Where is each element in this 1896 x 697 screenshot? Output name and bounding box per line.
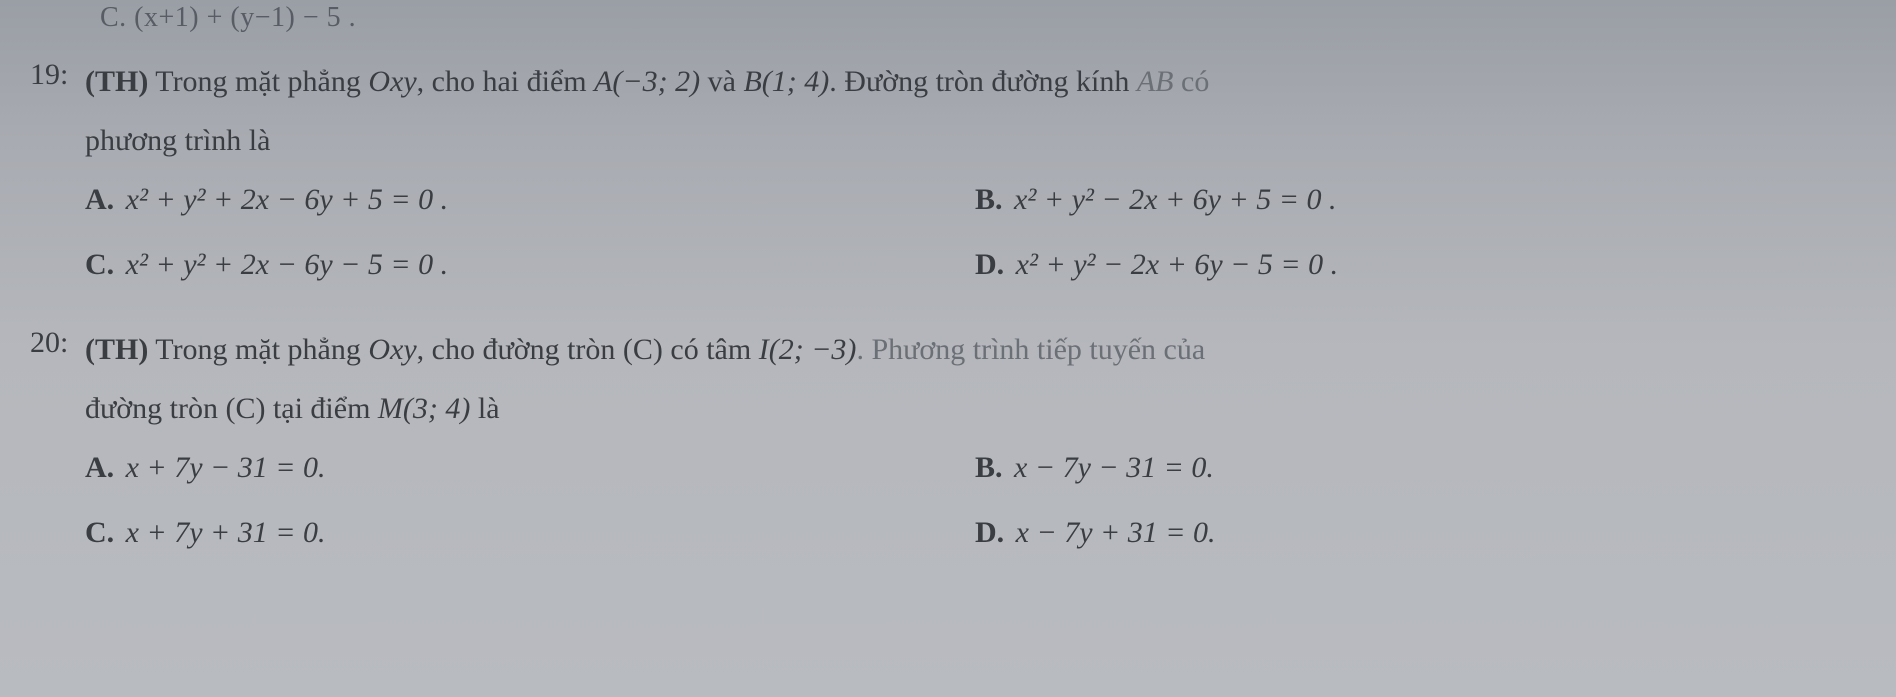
q20-option-D: D. x − 7y + 31 = 0.: [975, 507, 1805, 558]
q19-option-A: A. x² + y² + 2x − 6y + 5 = 0 .: [85, 174, 915, 225]
q19-optB-letter: B.: [975, 183, 1003, 216]
q20-stem-l2b: là: [470, 392, 499, 425]
q19-optA-letter: A.: [85, 183, 114, 216]
q19-stem-p4: có: [1174, 65, 1210, 98]
q20-stem-p1: Trong mặt phẳng: [155, 333, 368, 366]
q19-ab: AB: [1137, 65, 1174, 98]
q20-optB-letter: B.: [975, 451, 1003, 484]
question-19-number: 19:: [30, 56, 85, 92]
q19-optC-letter: C.: [85, 248, 114, 281]
question-19-stem: (TH) Trong mặt phẳng Oxy, cho hai điểm A…: [85, 56, 1866, 107]
q20-stem-p3: . Phương trình tiếp tuyến của: [856, 333, 1205, 366]
q20-optD-letter: D.: [975, 516, 1004, 549]
question-20-body: (TH) Trong mặt phẳng Oxy, cho đường tròn…: [85, 324, 1866, 558]
q20-optB-text: x − 7y − 31 = 0.: [1014, 451, 1214, 484]
q20-option-C: C. x + 7y + 31 = 0.: [85, 507, 915, 558]
question-19: 19: (TH) Trong mặt phẳng Oxy, cho hai đi…: [30, 56, 1866, 290]
q19-stem-p1: Trong mặt phẳng: [155, 65, 368, 98]
q20-optC-letter: C.: [85, 516, 114, 549]
q19-stem-p2: , cho hai điểm: [417, 65, 594, 98]
q20-option-B: B. x − 7y − 31 = 0.: [975, 442, 1805, 493]
question-20-options: A. x + 7y − 31 = 0. B. x − 7y − 31 = 0. …: [85, 442, 1805, 558]
q19-optD-letter: D.: [975, 248, 1004, 281]
question-20-number: 20:: [30, 324, 85, 360]
q19-option-B: B. x² + y² − 2x + 6y + 5 = 0 .: [975, 174, 1805, 225]
q19-option-C: C. x² + y² + 2x − 6y − 5 = 0 .: [85, 239, 915, 290]
q19-stem-p3: . Đường tròn đường kính: [829, 65, 1137, 98]
q20-optD-text: x − 7y + 31 = 0.: [1016, 516, 1216, 549]
q19-optC-text: x² + y² + 2x − 6y − 5 = 0 .: [126, 248, 448, 281]
q19-pointA: A(−3; 2): [594, 65, 700, 98]
q20-oxy: Oxy: [368, 333, 416, 366]
q19-optB-text: x² + y² − 2x + 6y + 5 = 0 .: [1014, 183, 1336, 216]
q19-and: và: [700, 65, 743, 98]
question-19-body: (TH) Trong mặt phẳng Oxy, cho hai điểm A…: [85, 56, 1866, 290]
question-19-stem-line2: phương trình là: [85, 115, 1866, 166]
q19-optA-text: x² + y² + 2x − 6y + 5 = 0 .: [126, 183, 448, 216]
question-20-tag: (TH): [85, 333, 148, 366]
question-19-tag: (TH): [85, 65, 148, 98]
q20-optA-letter: A.: [85, 451, 114, 484]
q19-option-D: D. x² + y² − 2x + 6y − 5 = 0 .: [975, 239, 1805, 290]
q20-stem-p2: , cho đường tròn (C) có tâm: [417, 333, 759, 366]
q20-pointI: I(2; −3): [759, 333, 857, 366]
q19-oxy: Oxy: [368, 65, 416, 98]
partial-cut-line: C. (x+1) + (y−1) − 5 .: [30, 0, 1866, 34]
q19-pointB: B(1; 4): [743, 65, 829, 98]
q20-pointM: M(3; 4): [378, 392, 470, 425]
q20-optC-text: x + 7y + 31 = 0.: [126, 516, 326, 549]
question-20: 20: (TH) Trong mặt phẳng Oxy, cho đường …: [30, 324, 1866, 558]
q19-optD-text: x² + y² − 2x + 6y − 5 = 0 .: [1016, 248, 1338, 281]
q20-stem-l2a: đường tròn (C) tại điểm: [85, 392, 378, 425]
q20-optA-text: x + 7y − 31 = 0.: [126, 451, 326, 484]
question-20-stem: (TH) Trong mặt phẳng Oxy, cho đường tròn…: [85, 324, 1866, 375]
question-19-options: A. x² + y² + 2x − 6y + 5 = 0 . B. x² + y…: [85, 174, 1805, 290]
question-20-stem-line2: đường tròn (C) tại điểm M(3; 4) là: [85, 383, 1866, 434]
q20-option-A: A. x + 7y − 31 = 0.: [85, 442, 915, 493]
